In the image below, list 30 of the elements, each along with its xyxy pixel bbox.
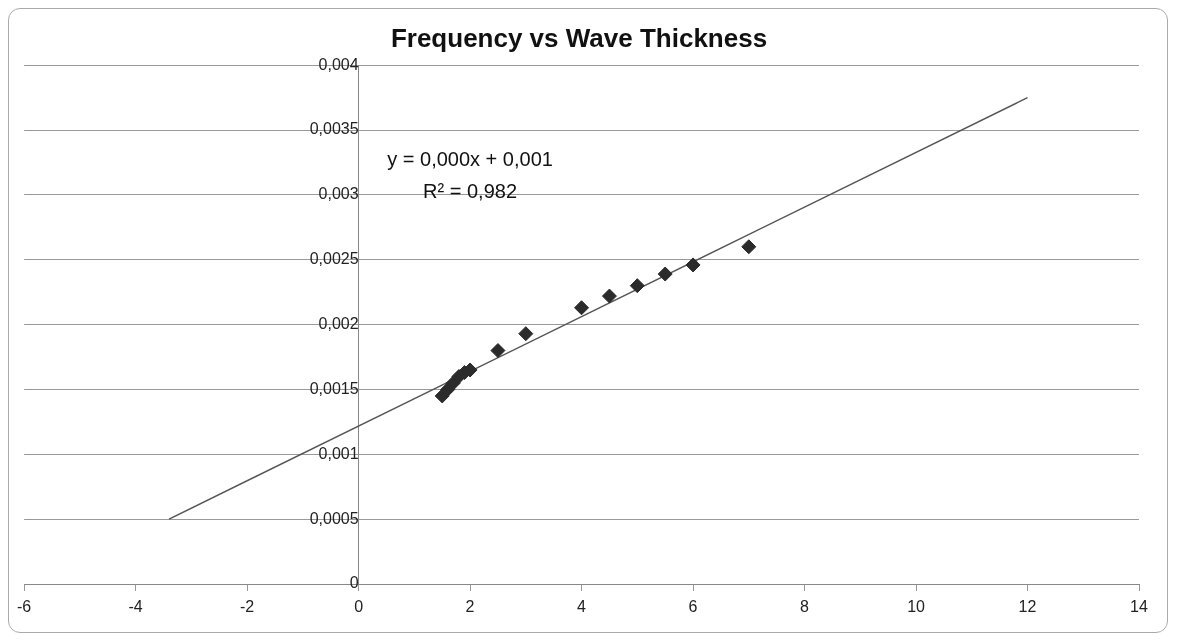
x-tick-label: 4 <box>577 598 587 616</box>
point <box>490 343 506 359</box>
y-tick-label: 0,0005 <box>309 509 359 527</box>
y-tick-label: 0,0015 <box>309 379 359 397</box>
point <box>518 326 534 342</box>
x-tick-label: -2 <box>239 598 255 616</box>
point <box>657 266 673 282</box>
point <box>629 278 645 294</box>
y-tick-label: 0,002 <box>318 315 359 333</box>
y-tick-label: 0,001 <box>318 444 359 462</box>
x-tick-label: 14 <box>1130 598 1148 616</box>
x-tick-label: 6 <box>688 598 698 616</box>
y-tick-label: 0,003 <box>318 185 359 203</box>
y-tick-label: 0,0025 <box>309 250 359 268</box>
x-tick-label: -6 <box>17 598 32 616</box>
point <box>574 300 590 316</box>
point <box>741 239 757 255</box>
x-tick-label: -4 <box>128 598 143 616</box>
x-tick-label: 8 <box>800 598 810 616</box>
point <box>685 257 701 273</box>
x-tick-label: 12 <box>1018 598 1037 616</box>
y-tick-label: 0 <box>349 574 359 592</box>
point <box>601 288 617 304</box>
annotation: y = 0,000x + 0,001 <box>387 147 553 170</box>
annotation: R² = 0,982 <box>423 179 518 202</box>
x-tick-label: 2 <box>465 598 475 616</box>
y-tick-label: 0,0035 <box>309 120 359 138</box>
y-tick-label: 0,004 <box>318 55 359 73</box>
x-tick-label: 10 <box>907 598 926 616</box>
chart-title: Frequency vs Wave Thickness <box>390 22 768 53</box>
